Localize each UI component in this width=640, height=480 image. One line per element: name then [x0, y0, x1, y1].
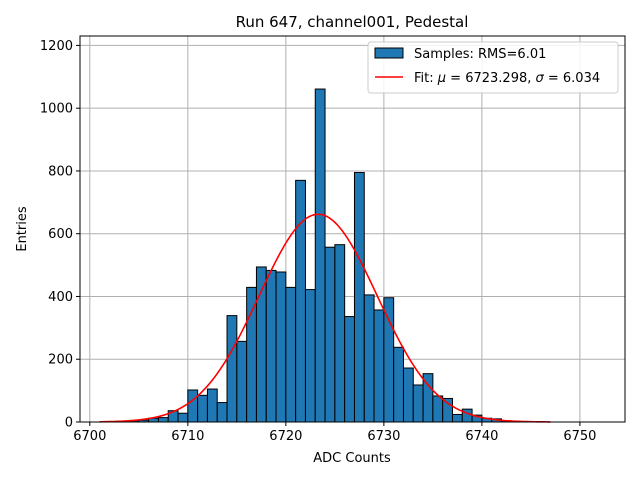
y-tick-label: 800: [48, 164, 73, 179]
histogram-bar: [295, 179, 306, 423]
legend-patch-samples: [374, 47, 404, 59]
histogram-bar: [197, 394, 208, 423]
histogram-bar: [285, 286, 297, 423]
y-axis-ticks: 0 200 400 600 800 1000 1200: [40, 39, 80, 431]
histogram-bar: [236, 340, 248, 423]
histogram-bar: [432, 395, 444, 423]
histogram-bar: [304, 289, 316, 423]
histogram-bar: [393, 346, 404, 423]
x-tick-label: 6720: [269, 429, 302, 444]
histogram-bar: [226, 315, 238, 423]
histogram-bar: [353, 172, 365, 423]
histogram-bar: [216, 402, 228, 423]
y-tick-label: 600: [48, 227, 73, 242]
histogram-bar: [373, 309, 385, 423]
y-tick-label: 1200: [40, 39, 73, 54]
histogram-bar: [412, 384, 424, 423]
histogram-bar: [344, 316, 355, 423]
y-tick-label: 200: [48, 353, 73, 368]
histogram-bar: [461, 408, 473, 423]
y-tick-label: 400: [48, 290, 73, 305]
histogram-bar: [177, 412, 189, 423]
x-axis-label: ADC Counts: [313, 451, 391, 466]
histogram-bar: [334, 244, 346, 423]
legend-label-fit: Fit: μ = 6723.298, σ = 6.034: [414, 71, 600, 86]
histogram-bar: [265, 269, 277, 423]
legend: Samples: RMS=6.01 Fit: μ = 6723.298, σ =…: [367, 41, 619, 94]
legend-box: [367, 41, 619, 94]
histogram-bar: [246, 286, 257, 423]
x-tick-label: 6710: [171, 429, 204, 444]
x-tick-label: 6740: [465, 429, 498, 444]
histogram-bar: [442, 397, 453, 423]
y-axis-label: Entries: [15, 206, 30, 252]
histogram-bars: [108, 88, 542, 423]
histogram-bar: [314, 88, 326, 423]
chart-title: Run 647, channel001, Pedestal: [236, 13, 469, 31]
x-tick-label: 6730: [367, 429, 400, 444]
x-tick-label: 6750: [563, 429, 596, 444]
histogram-bar: [324, 246, 336, 423]
histogram-bar: [451, 413, 463, 423]
histogram-bar: [206, 388, 218, 423]
legend-label-samples: Samples: RMS=6.01: [414, 47, 546, 62]
fit-curve: [99, 213, 551, 423]
histogram-bar: [363, 294, 375, 423]
y-tick-label: 0: [65, 416, 73, 431]
y-tick-label: 1000: [40, 102, 73, 117]
plot-area-frame: [79, 35, 626, 423]
x-tick-label: 6700: [73, 429, 106, 444]
histogram-bar: [383, 297, 395, 423]
x-axis-ticks: 6700 6710 6720 6730 6740 6750: [73, 422, 596, 444]
histogram-bar: [402, 367, 414, 423]
histogram-bar: [157, 417, 169, 423]
histogram-bar: [187, 389, 199, 423]
histogram-bar: [275, 271, 287, 423]
